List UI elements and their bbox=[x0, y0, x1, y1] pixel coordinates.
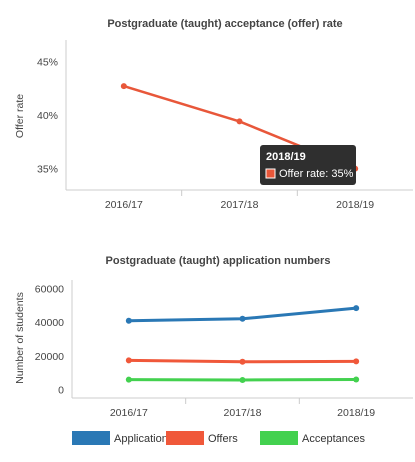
x-tick-label: 2017/18 bbox=[224, 407, 262, 419]
legend-label[interactable]: Offers bbox=[208, 433, 238, 445]
application-numbers-chart: Postgraduate (taught) application number… bbox=[14, 255, 413, 445]
data-point[interactable] bbox=[236, 118, 243, 125]
offer-rate-chart: Postgraduate (taught) acceptance (offer)… bbox=[14, 18, 413, 211]
data-point[interactable] bbox=[125, 317, 132, 324]
x-tick-label: 2017/18 bbox=[221, 199, 259, 211]
x-tick-label: 2016/17 bbox=[105, 199, 143, 211]
chart1-tooltip: 2018/19 Offer rate: 35% bbox=[260, 145, 356, 185]
chart1-title: Postgraduate (taught) acceptance (offer)… bbox=[107, 18, 342, 30]
legend-swatch bbox=[72, 431, 110, 445]
x-tick-label: 2018/19 bbox=[337, 407, 375, 419]
tooltip-text: Offer rate: 35% bbox=[279, 168, 354, 180]
legend-label[interactable]: Applications bbox=[114, 433, 174, 445]
data-point[interactable] bbox=[353, 376, 360, 383]
tooltip-title: 2018/19 bbox=[266, 151, 306, 163]
y-tick-label: 20000 bbox=[35, 351, 64, 363]
y-tick-label: 40000 bbox=[35, 317, 64, 329]
legend-swatch bbox=[260, 431, 298, 445]
chart2-title: Postgraduate (taught) application number… bbox=[106, 255, 331, 267]
chart1-ylabel: Offer rate bbox=[14, 94, 26, 138]
x-tick-label: 2016/17 bbox=[110, 407, 148, 419]
data-point[interactable] bbox=[239, 358, 246, 365]
legend-swatch bbox=[166, 431, 204, 445]
y-tick-label: 0 bbox=[58, 385, 64, 397]
data-point[interactable] bbox=[125, 376, 132, 383]
y-tick-label: 60000 bbox=[35, 283, 64, 295]
data-point[interactable] bbox=[353, 305, 360, 312]
tooltip-swatch bbox=[265, 168, 276, 179]
chart2-ylabel: Number of students bbox=[14, 292, 26, 384]
chart2-legend: Applications Offers Acceptances bbox=[72, 431, 365, 445]
y-tick-label: 40% bbox=[37, 110, 58, 122]
x-tick-label: 2018/19 bbox=[336, 199, 374, 211]
data-point[interactable] bbox=[353, 358, 360, 365]
data-point[interactable] bbox=[125, 357, 132, 364]
tooltip-background bbox=[260, 145, 356, 185]
data-point[interactable] bbox=[120, 83, 127, 90]
y-tick-label: 45% bbox=[37, 56, 58, 68]
data-point[interactable] bbox=[239, 315, 246, 322]
y-tick-label: 35% bbox=[37, 164, 58, 176]
legend-label[interactable]: Acceptances bbox=[302, 433, 365, 445]
data-point[interactable] bbox=[239, 376, 246, 383]
